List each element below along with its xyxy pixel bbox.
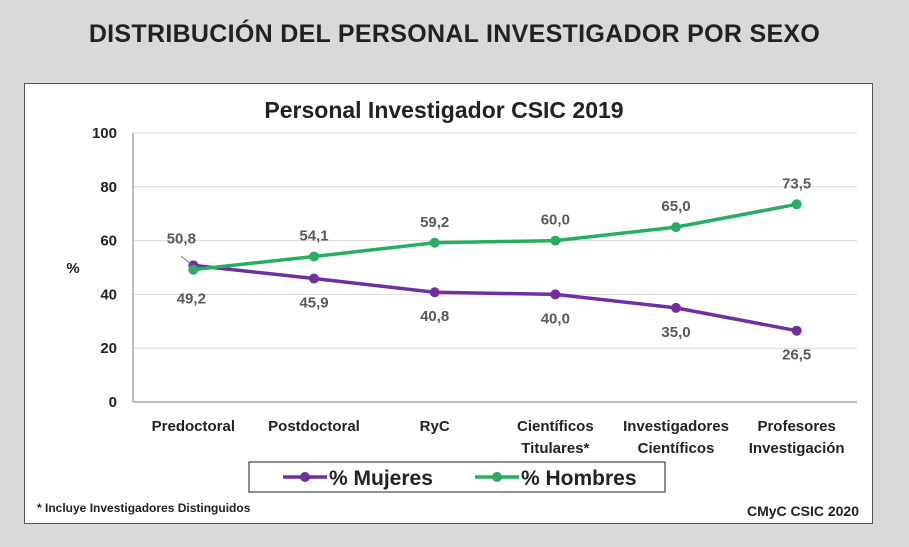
x-tick-label: Predoctoral	[152, 418, 235, 435]
leader-line	[180, 255, 192, 265]
y-tick-label: 20	[100, 340, 117, 357]
data-point	[309, 273, 319, 284]
x-tick-label: Científicos	[638, 440, 715, 457]
data-label: 35,0	[661, 324, 690, 341]
data-point	[429, 287, 440, 298]
line-chart: Personal Investigador CSIC 2019 0 20 40 60 80…	[37, 97, 859, 519]
data-label: 50,8	[167, 230, 196, 247]
page-title: DISTRIBUCIÓN DEL PERSONAL INVESTIGADOR P…	[88, 20, 821, 48]
y-tick-label: 60	[100, 233, 117, 250]
x-tick-label: Titulares*	[521, 440, 589, 457]
data-label: 40,0	[541, 310, 570, 327]
data-point	[550, 289, 561, 300]
data-point	[671, 302, 681, 313]
data-label: 65,0	[661, 198, 690, 215]
data-point	[309, 251, 319, 262]
data-label: 54,1	[299, 227, 328, 244]
series-line-mujeres	[193, 263, 797, 333]
data-label: 59,2	[420, 214, 449, 231]
y-tick-label: 40	[100, 286, 117, 303]
x-tick-label: Investigación	[749, 440, 845, 457]
data-label: 26,5	[782, 347, 811, 364]
data-point	[429, 237, 440, 248]
source-credit: CMyC CSIC 2020	[747, 503, 859, 519]
y-tick-label: 100	[92, 125, 117, 142]
x-tick-label: Profesores	[757, 418, 835, 435]
data-point	[791, 199, 802, 210]
footnote: * Incluye Investigadores Distinguidos	[37, 501, 251, 515]
data-point	[791, 325, 802, 336]
y-tick-label: 80	[100, 179, 117, 196]
data-point	[671, 222, 681, 233]
chart-panel: Personal Investigador CSIC 2019 0 20 40 60 80…	[24, 83, 873, 524]
data-label: 45,9	[299, 295, 328, 312]
data-label: 73,5	[782, 175, 811, 192]
legend-mujeres: % Mujeres	[329, 467, 433, 490]
data-label: 40,8	[420, 308, 449, 325]
x-tick-label: Científicos	[517, 418, 594, 435]
legend-marker	[492, 472, 502, 482]
chart-title: Personal Investigador CSIC 2019	[264, 97, 623, 123]
y-tick-label: 0	[109, 394, 117, 411]
data-point	[188, 264, 199, 275]
data-label: 49,2	[177, 291, 206, 308]
data-point	[550, 235, 561, 246]
series-line-hombres	[193, 202, 797, 272]
legend-marker	[300, 472, 310, 482]
y-axis-label: %	[66, 260, 79, 277]
data-label: 60,0	[541, 212, 570, 229]
x-tick-label: RyC	[420, 418, 450, 435]
legend-hombres: % Hombres	[521, 467, 637, 490]
x-tick-label: Investigadores	[623, 418, 729, 435]
x-tick-label: Postdoctoral	[268, 418, 360, 435]
